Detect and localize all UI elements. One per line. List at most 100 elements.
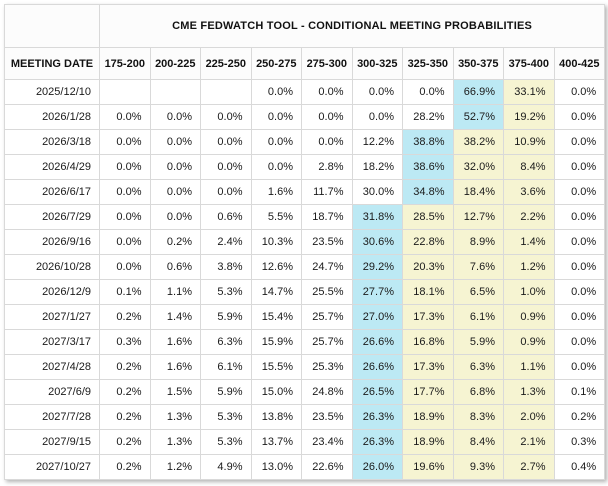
probability-cell: 3.8% [200,254,252,280]
title-row: CME FEDWATCH TOOL - CONDITIONAL MEETING … [4,4,606,48]
rate-range-header: 300-325 [351,47,403,80]
probability-cell: 0.0% [250,129,302,155]
probability-cell: 0.0% [149,129,201,155]
table-row: 2027/7/28 0.2% 1.3% 5.3% 13.8% 23.5% 26.3% 18.9… [4,404,606,430]
meeting-date-cell: 2026/3/18 [4,129,100,155]
table-row: 2025/12/10 0.0% 0.0% 0.0% 0.0% 66.9% 33.1% 0.0% [4,79,606,105]
probability-cell: 14.7% [250,279,302,305]
probability-cell: 1.4% [503,229,555,255]
probability-cell: 1.3% [149,404,201,430]
probability-cell: 38.8% [402,129,454,155]
probability-cell: 0.0% [301,79,353,105]
probability-cell: 0.0% [402,79,454,105]
probability-cell: 1.2% [149,454,201,480]
probability-cell: 0.0% [200,154,252,180]
probability-cell: 23.5% [301,404,353,430]
probability-cell: 26.6% [351,329,403,355]
meeting-date-cell: 2027/1/27 [4,304,100,330]
probability-cell: 7.6% [452,254,504,280]
meeting-date-cell: 2026/10/28 [4,254,100,280]
probability-cell [149,79,201,105]
probability-cell: 2.8% [301,154,353,180]
probability-cell: 5.5% [250,204,302,230]
probability-cell: 22.8% [402,229,454,255]
table-row: 2027/6/9 0.2% 1.5% 5.9% 15.0% 24.8% 26.5% 17.7%… [4,379,606,405]
probability-cell: 0.0% [200,179,252,205]
probability-cell: 0.0% [553,104,606,130]
probability-cell: 31.8% [351,204,403,230]
probability-cell: 0.0% [99,229,151,255]
probability-cell: 13.7% [250,429,302,455]
rate-range-header: 350-375 [452,47,504,80]
rate-range-header: 325-350 [402,47,454,80]
rate-range-header: 400-425 [553,47,606,80]
probability-cell: 1.4% [149,304,201,330]
probability-cell: 2.2% [503,204,555,230]
probability-cell: 0.0% [99,204,151,230]
probability-cell: 1.6% [149,354,201,380]
table-row: 2026/10/28 0.0% 0.6% 3.8% 12.6% 24.7% 29.2% 20.… [4,254,606,280]
probability-cell: 0.0% [553,129,606,155]
probability-cell: 10.9% [503,129,555,155]
probability-cell: 6.5% [452,279,504,305]
meeting-date-cell: 2026/9/16 [4,229,100,255]
probability-cell: 18.2% [351,154,403,180]
probability-cell: 0.0% [99,104,151,130]
probability-cell: 0.9% [503,304,555,330]
probability-cell: 6.1% [200,354,252,380]
probability-cell: 16.8% [402,329,454,355]
probability-cell: 24.8% [301,379,353,405]
probability-cell: 4.9% [200,454,252,480]
probability-cell: 2.1% [503,429,555,455]
table-row: 2027/10/27 0.2% 1.2% 4.9% 13.0% 22.6% 26.0% 19.… [4,454,606,480]
rate-range-header: 175-200 [99,47,151,80]
probability-cell: 52.7% [452,104,504,130]
corner-cell [4,4,100,48]
rate-range-header: 200-225 [149,47,201,80]
probability-cell: 0.2% [99,404,151,430]
probability-cell: 17.7% [402,379,454,405]
probability-cell: 0.6% [200,204,252,230]
probability-cell: 20.3% [402,254,454,280]
probability-cell: 1.0% [503,279,555,305]
probability-cell: 0.3% [553,429,606,455]
probability-cell: 0.0% [149,179,201,205]
probability-cell: 0.6% [149,254,201,280]
probability-cell: 26.3% [351,429,403,455]
probability-cell: 6.8% [452,379,504,405]
probability-cell: 0.0% [149,204,201,230]
rate-range-header: 225-250 [200,47,252,80]
probability-cell: 0.9% [503,329,555,355]
probability-cell: 17.3% [402,354,454,380]
probability-cell: 0.0% [351,104,403,130]
probability-cell: 25.3% [301,354,353,380]
meeting-date-cell: 2027/3/17 [4,329,100,355]
table-row: 2027/9/15 0.2% 1.3% 5.3% 13.7% 23.4% 26.3% 18.9… [4,429,606,455]
probability-cell: 15.5% [250,354,302,380]
probability-cell: 0.0% [553,179,606,205]
probability-cell: 8.4% [452,429,504,455]
probability-cell: 1.1% [149,279,201,305]
probability-cell: 13.0% [250,454,302,480]
probability-cell: 0.0% [250,104,302,130]
probability-cell: 0.3% [99,329,151,355]
rate-range-header: 275-300 [301,47,353,80]
probability-cell: 1.1% [503,354,555,380]
probability-cell: 25.7% [301,304,353,330]
probability-cell: 25.7% [301,329,353,355]
probability-cell: 0.0% [553,354,606,380]
table-row: 2026/9/16 0.0% 0.2% 2.4% 10.3% 23.5% 30.6% 22.8… [4,229,606,255]
probability-cell: 0.2% [553,404,606,430]
table-row: 2027/3/17 0.3% 1.6% 6.3% 15.9% 25.7% 26.6% 16.8… [4,329,606,355]
meeting-date-cell: 2027/10/27 [4,454,100,480]
probability-cell: 12.7% [452,204,504,230]
probability-cell: 0.0% [149,154,201,180]
probability-cell: 0.0% [553,279,606,305]
probability-cell: 30.0% [351,179,403,205]
probability-cell: 1.3% [503,379,555,405]
probability-cell: 0.0% [99,254,151,280]
probability-cell: 0.0% [553,154,606,180]
meeting-date-cell: 2027/6/9 [4,379,100,405]
probability-cell: 25.5% [301,279,353,305]
table-row: 2027/1/27 0.2% 1.4% 5.9% 15.4% 25.7% 27.0% 17.3… [4,304,606,330]
